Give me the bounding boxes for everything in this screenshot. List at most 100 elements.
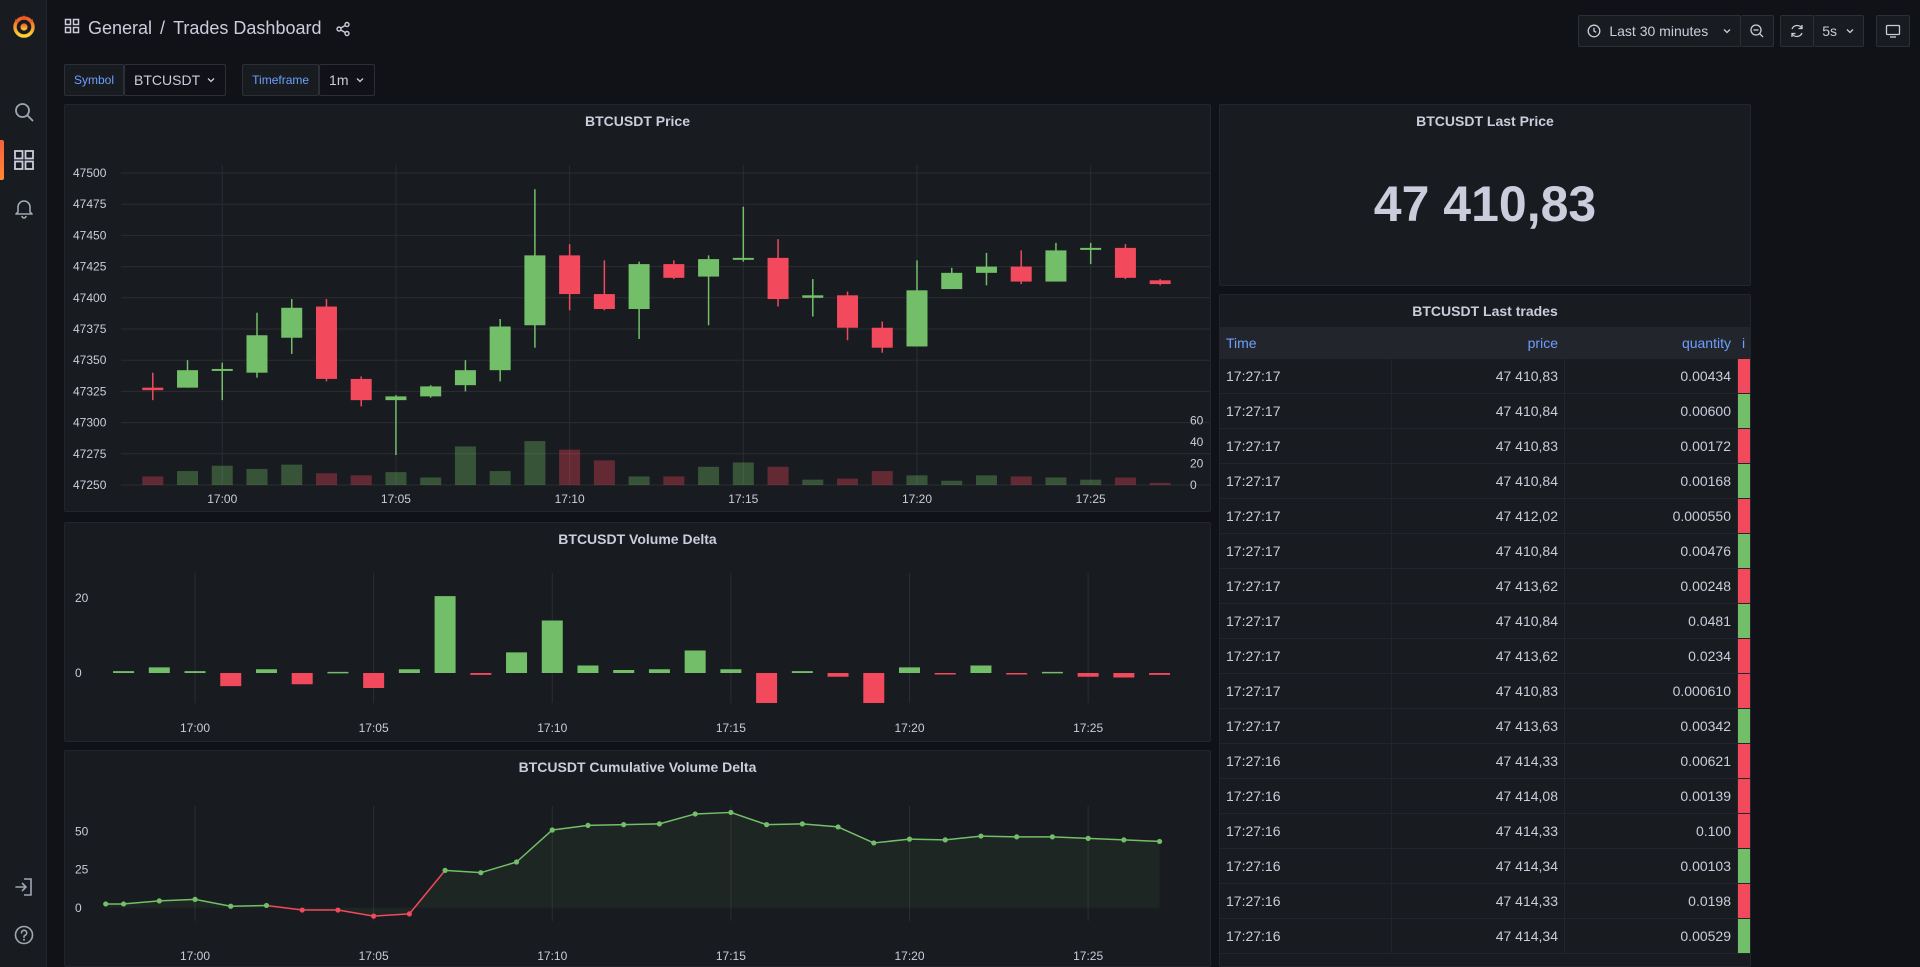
candle-body — [1149, 280, 1171, 285]
cvd-point — [192, 896, 198, 902]
volume-bar — [177, 471, 199, 485]
cell-quantity: 0.0234 — [1565, 639, 1738, 673]
cell-side — [1738, 534, 1750, 568]
cvd-line-segment — [695, 811, 731, 815]
volume-delta-bar — [648, 669, 670, 673]
panel-title[interactable]: BTCUSDT Last Price — [1416, 113, 1554, 129]
cell-side — [1738, 429, 1750, 463]
column-header-time[interactable]: Time — [1220, 327, 1392, 359]
volume-bar — [524, 441, 546, 485]
time-range-picker[interactable]: Last 30 minutes — [1578, 15, 1742, 47]
cvd-line-segment — [194, 898, 231, 907]
panel-title[interactable]: BTCUSDT Last trades — [1412, 303, 1558, 319]
cvd-point — [442, 867, 448, 873]
y-tick-label: 47325 — [73, 384, 107, 398]
cvd-panel: BTCUSDT Cumulative Volume Delta 17:00 17:… — [64, 750, 1211, 967]
side-color-indicator — [1738, 569, 1750, 603]
cell-time: 17:27:16 — [1220, 744, 1392, 778]
panel-title[interactable]: BTCUSDT Cumulative Volume Delta — [518, 759, 757, 775]
cvd-line-segment — [1088, 837, 1124, 841]
x-tick-label: 17:00 — [180, 949, 210, 963]
column-header-side[interactable]: i — [1742, 335, 1746, 351]
price-candlestick-chart[interactable]: 47250 47275 47300 47325 47350 47375 47400 47425… — [65, 105, 1211, 512]
panel-title[interactable]: BTCUSDT Price — [584, 113, 691, 129]
volume-bar — [906, 475, 928, 485]
cell-time: 17:27:16 — [1220, 919, 1392, 953]
symbol-select[interactable]: BTCUSDT — [124, 64, 227, 96]
candle-body — [559, 255, 581, 295]
cell-side — [1738, 709, 1750, 743]
table-row: 17:27:17 47 410,83 0.00434 — [1220, 359, 1750, 394]
volume-delta-bar — [541, 620, 563, 673]
volume-bar — [281, 464, 303, 485]
cell-time: 17:27:16 — [1220, 814, 1392, 848]
cell-quantity: 0.00621 — [1565, 744, 1738, 778]
help-icon[interactable] — [0, 915, 47, 955]
timeframe-select[interactable]: 1m — [319, 64, 375, 96]
cvd-line-chart[interactable]: 17:00 17:05 17:10 17:15 17:20 17:25 0 25 50 — [65, 751, 1211, 967]
cell-quantity: 0.0481 — [1565, 604, 1738, 638]
side-color-indicator — [1738, 744, 1750, 778]
cvd-point — [1049, 834, 1055, 840]
candle-body — [802, 295, 824, 298]
breadcrumb-folder[interactable]: General — [88, 18, 153, 38]
page-title[interactable]: Trades Dashboard — [173, 18, 322, 38]
x-tick-label: 17:05 — [359, 949, 389, 963]
grafana-logo-icon[interactable] — [0, 4, 47, 48]
volume-delta-bar — [184, 671, 206, 673]
volume-bar — [1010, 476, 1032, 485]
clock-icon — [1587, 24, 1601, 38]
cell-side — [1738, 394, 1750, 428]
panel-title[interactable]: BTCUSDT Volume Delta — [558, 531, 717, 547]
cvd-point — [228, 903, 234, 909]
cell-side — [1738, 604, 1750, 638]
cell-side — [1738, 849, 1750, 883]
candle-body — [211, 368, 233, 371]
x-tick-label: 17:20 — [894, 721, 924, 735]
refresh-interval-picker[interactable]: 5s — [1814, 15, 1864, 47]
volume-delta-chart[interactable]: 17:00 17:05 17:10 17:15 17:20 17:25 0 20 — [65, 523, 1211, 742]
candle-body — [732, 257, 754, 260]
column-header-quantity[interactable]: quantity — [1565, 327, 1738, 359]
table-row: 17:27:17 47 410,83 0.00172 — [1220, 429, 1750, 464]
candle-body — [1080, 247, 1102, 250]
volume-delta-bar — [577, 665, 599, 673]
monitor-icon — [1885, 23, 1901, 39]
candle-body — [663, 264, 685, 278]
tv-mode-button[interactable] — [1876, 15, 1910, 47]
search-icon[interactable] — [0, 92, 47, 132]
breadcrumb-separator: / — [160, 18, 166, 38]
sign-in-icon[interactable] — [0, 867, 47, 907]
cvd-line-segment — [337, 909, 374, 917]
volume-tick-label: 60 — [1190, 414, 1204, 428]
zoom-out-button[interactable] — [1741, 15, 1775, 47]
candle-body — [489, 326, 511, 371]
table-header: Time price quantity i — [1220, 327, 1750, 359]
refresh-interval-label: 5s — [1822, 23, 1837, 39]
side-color-indicator — [1738, 394, 1750, 428]
cell-price: 47 414,34 — [1392, 849, 1565, 883]
cell-time: 17:27:16 — [1220, 884, 1392, 918]
cvd-point — [335, 907, 341, 913]
cell-time: 17:27:17 — [1220, 569, 1392, 603]
dashboards-icon[interactable] — [0, 140, 47, 180]
bell-icon[interactable] — [0, 188, 47, 228]
volume-bar — [1080, 479, 1102, 485]
variable-timeframe: Timeframe 1m — [242, 64, 375, 96]
candle-body — [1114, 247, 1136, 278]
candle-body — [628, 264, 650, 310]
x-tick-label: 17:25 — [1073, 721, 1103, 735]
share-icon[interactable] — [335, 21, 351, 37]
cell-side — [1738, 359, 1750, 393]
cvd-line-segment — [659, 813, 696, 825]
volume-delta-bar — [113, 671, 135, 673]
cvd-line-segment — [480, 861, 517, 874]
volume-delta-bar — [899, 667, 920, 673]
cell-time: 17:27:17 — [1220, 674, 1392, 708]
volume-delta-bar — [1041, 671, 1063, 674]
y-tick-label: 20 — [75, 591, 89, 605]
cvd-point — [978, 833, 984, 839]
column-header-price[interactable]: price — [1392, 327, 1565, 359]
refresh-button[interactable] — [1780, 15, 1815, 47]
table-body: 17:27:17 47 410,83 0.00434 17:27:17 47 410,8… — [1220, 359, 1750, 954]
